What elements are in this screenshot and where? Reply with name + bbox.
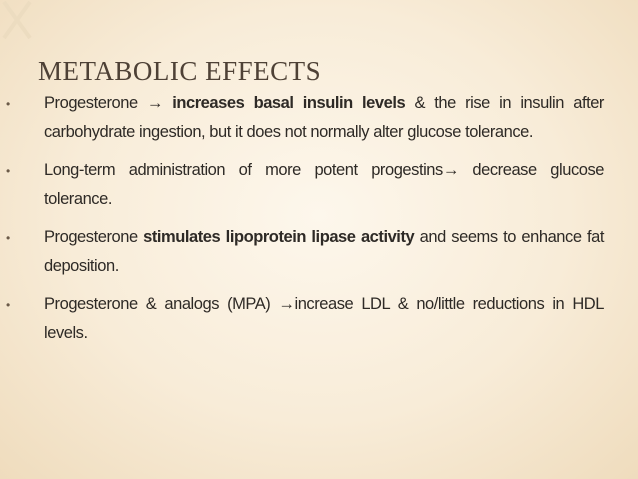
- slide-title: METABOLIC EFFECTS: [38, 56, 322, 86]
- text-run: Progesterone: [44, 228, 144, 246]
- bold-text: stimulates lipoprotein lipase activity: [143, 228, 415, 246]
- bullet-text: Progesterone → increases basal insulin l…: [44, 89, 604, 147]
- bullet-item: • Progesterone & analogs (MPA) →increase…: [0, 290, 638, 348]
- bullet-text: Long-term administration of more potent …: [44, 156, 604, 214]
- bullet-marker: •: [6, 298, 11, 312]
- bullet-text: Progesterone & analogs (MPA) →increase L…: [44, 290, 604, 348]
- text-run: & the rise in insulin after carbohydrate…: [44, 94, 604, 141]
- bullet-marker: •: [6, 164, 11, 178]
- bullet-item: • Progesterone → increases basal insulin …: [0, 89, 638, 147]
- bullet-list: • Progesterone → increases basal insulin …: [0, 89, 638, 357]
- bullet-item: • Progesterone stimulates lipoprotein lip…: [0, 223, 638, 281]
- bullet-marker: •: [6, 97, 11, 111]
- bullet-marker: •: [6, 231, 11, 245]
- text-run: Progesterone →: [44, 94, 173, 112]
- bullet-text: Progesterone stimulates lipoprotein lipa…: [44, 223, 604, 281]
- text-run: and seems to enhance fat deposition.: [44, 228, 604, 275]
- text-run: Long-term administration of more potent …: [44, 161, 604, 208]
- bullet-item: • Long-term administration of more potent…: [0, 156, 638, 214]
- bold-text: increases basal insulin levels: [172, 94, 406, 112]
- text-run: Progesterone & analogs (MPA) →increase L…: [44, 295, 604, 342]
- corner-decoration: [2, 0, 32, 40]
